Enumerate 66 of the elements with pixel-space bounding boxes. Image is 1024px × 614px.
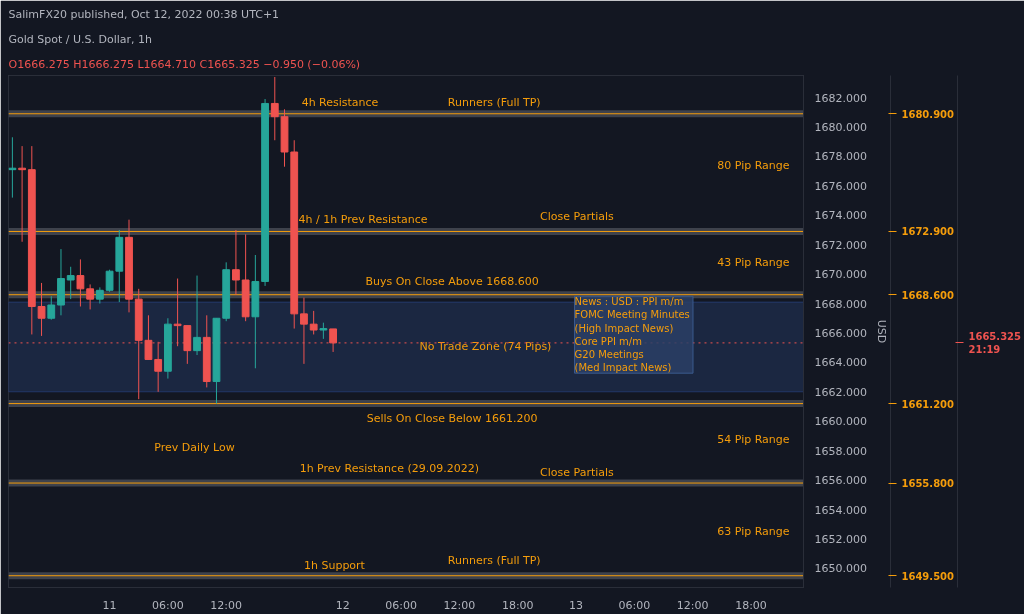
chart-subtitle: O1666.275 H1666.275 L1664.710 C1665.325 −0.950 (−0.06%) bbox=[8, 57, 361, 71]
x-tick-label: 18:00 bbox=[501, 598, 534, 612]
candlestick bbox=[300, 297, 308, 365]
annotation: 1h Support bbox=[303, 558, 366, 572]
ref-line-label: 1680.900 bbox=[901, 108, 955, 120]
y-tick-label: 1660.000 bbox=[814, 415, 867, 429]
annotation: 43 Pip Range bbox=[717, 255, 790, 269]
candlestick bbox=[66, 266, 75, 300]
y-tick-label: 1676.000 bbox=[814, 179, 867, 193]
candlestick bbox=[76, 258, 85, 307]
x-tick-label: 18:00 bbox=[735, 598, 767, 612]
ref-line-label: 1661.200 bbox=[901, 398, 955, 410]
y-tick-label: 1666.000 bbox=[814, 326, 867, 340]
candlestick bbox=[47, 295, 56, 321]
y-tick-label: 1662.000 bbox=[814, 385, 867, 399]
candlestick bbox=[193, 275, 201, 356]
y-tick-label: 1664.000 bbox=[814, 356, 867, 370]
annotation: Runners (Full TP) bbox=[447, 554, 541, 568]
y-tick-label: 1650.000 bbox=[814, 562, 867, 576]
x-tick-label: 12:00 bbox=[210, 598, 243, 612]
ref-line-label: 1649.500 bbox=[901, 570, 955, 582]
annotation: News : USD : PPI m/m FOMC Meeting Minutes (High Impact News) Core PPI m/m G20 Meetings (Med Impact News) bbox=[574, 296, 690, 374]
y-tick-label: 1674.000 bbox=[814, 209, 867, 223]
y-tick-label: 1672.000 bbox=[814, 238, 867, 252]
x-tick-label: 12 bbox=[335, 598, 350, 612]
annotation: 54 Pip Range bbox=[717, 432, 790, 446]
candlestick bbox=[309, 310, 318, 335]
annotation: Prev Daily Low bbox=[154, 441, 235, 455]
ref-line-label: 1672.900 bbox=[901, 226, 955, 238]
text: SalimFX20 published, Oct 12, 2022 00:38 UTC+1 bbox=[8, 7, 280, 21]
y-tick-label: 1656.000 bbox=[814, 474, 867, 488]
annotation: 4h Resistance bbox=[301, 95, 379, 109]
annotation: Buys On Close Above 1668.600 bbox=[365, 274, 539, 288]
x-tick-label: 12:00 bbox=[443, 598, 476, 612]
annotation: Runners (Full TP) bbox=[447, 95, 541, 109]
y-tick-label: 1678.000 bbox=[814, 150, 867, 164]
x-tick-label: 12:00 bbox=[676, 598, 709, 612]
band-label: No Trade Zone (74 Pips) bbox=[419, 340, 552, 354]
candlestick bbox=[105, 269, 114, 293]
y-tick-label: 1682.000 bbox=[814, 91, 867, 105]
candlestick bbox=[270, 76, 279, 141]
y-tick-label: 1680.000 bbox=[814, 120, 867, 134]
annotation: 4h / 1h Prev Resistance bbox=[298, 213, 428, 227]
annotation: Sells On Close Below 1661.200 bbox=[366, 412, 538, 426]
candlestick bbox=[232, 229, 240, 296]
annotation: Close Partials bbox=[540, 466, 615, 480]
y-tick-label: 1654.000 bbox=[814, 503, 867, 517]
annotation: 80 Pip Range bbox=[717, 158, 790, 172]
annotation: Close Partials bbox=[540, 210, 615, 224]
candlestick bbox=[86, 283, 95, 310]
chart-title: Gold Spot / U.S. Dollar, 1h bbox=[8, 32, 153, 46]
annotation: 63 Pip Range bbox=[717, 525, 790, 539]
y-axis-title: USD bbox=[874, 319, 888, 344]
ref-line-label: 1655.800 bbox=[901, 478, 955, 490]
x-tick-label: 11 bbox=[102, 598, 117, 612]
x-tick-label: 06:00 bbox=[618, 598, 651, 612]
x-tick-label: 06:00 bbox=[152, 598, 184, 612]
annotation: 1h Prev Resistance (29.09.2022) bbox=[299, 461, 479, 475]
x-tick-label: 06:00 bbox=[385, 598, 417, 612]
y-tick-label: 1668.000 bbox=[814, 297, 867, 311]
ref-line-label: 1665.325 21:19 bbox=[968, 330, 1022, 355]
x-tick-label: 13 bbox=[569, 598, 584, 612]
y-tick-label: 1670.000 bbox=[814, 268, 867, 282]
y-tick-label: 1658.000 bbox=[814, 444, 867, 458]
y-tick-label: 1652.000 bbox=[814, 532, 867, 546]
ref-line-label: 1668.600 bbox=[901, 289, 955, 301]
